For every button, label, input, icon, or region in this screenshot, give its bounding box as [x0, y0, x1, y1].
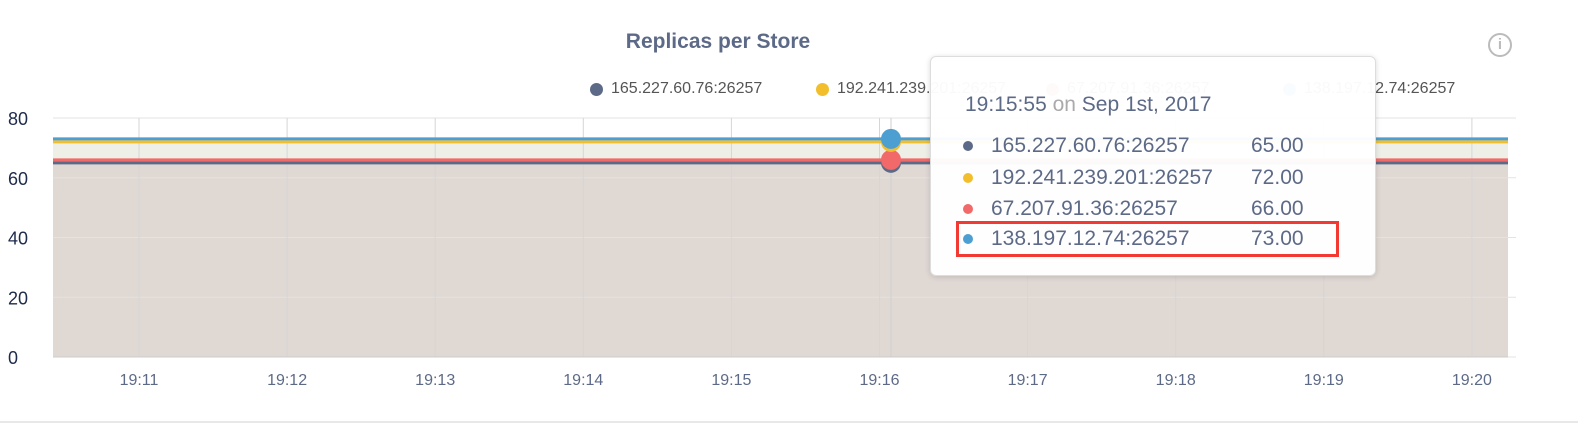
tooltip-row-value: 65.00	[1251, 134, 1304, 157]
tooltip-row-label: 165.227.60.76:26257	[991, 134, 1190, 157]
x-tick-label: 19:13	[415, 372, 455, 389]
tooltip-row-highlighted: 138.197.12.74:26257 73.00	[956, 221, 1339, 257]
tooltip-row-label: 138.197.12.74:26257	[991, 227, 1190, 250]
x-tick-label: 19:19	[1304, 372, 1344, 389]
x-tick-label: 19:16	[859, 372, 899, 389]
x-tick-label: 19:11	[120, 372, 159, 389]
x-tick-label: 19:15	[711, 372, 751, 389]
legend-dot-icon	[590, 82, 603, 96]
tooltip: 19:15:55 on Sep 1st, 2017 165.227.60.76:…	[930, 56, 1376, 276]
tooltip-time: 19:15:55	[965, 93, 1047, 116]
y-tick-label: 60	[8, 169, 28, 189]
tooltip-row-value: 73.00	[1251, 227, 1304, 250]
legend-label: 165.227.60.76:26257	[611, 80, 763, 97]
legend-item[interactable]: 165.227.60.76:26257	[590, 80, 762, 98]
hover-point	[881, 128, 901, 149]
tooltip-date: Sep 1st, 2017	[1081, 93, 1212, 116]
x-tick-label: 19:20	[1452, 372, 1492, 389]
series-dot-icon	[963, 141, 973, 151]
y-tick-label: 20	[8, 288, 28, 308]
x-tick-label: 19:17	[1008, 372, 1048, 389]
info-icon[interactable]: i	[1488, 33, 1512, 57]
divider	[0, 421, 1578, 423]
tooltip-row: 192.241.239.201:26257 72.00	[963, 163, 1304, 193]
x-tick-label: 19:14	[563, 372, 603, 389]
tooltip-row: 165.227.60.76:26257 65.00	[963, 131, 1304, 161]
tooltip-row-label: 192.241.239.201:26257	[991, 166, 1213, 189]
tooltip-row-value: 66.00	[1251, 197, 1304, 220]
y-tick-label: 80	[8, 109, 28, 129]
legend-dot-icon	[816, 82, 829, 96]
tooltip-row: 67.207.91.36:26257 66.00	[963, 194, 1304, 224]
hover-point	[881, 149, 901, 170]
y-tick-label: 0	[8, 348, 18, 368]
tooltip-header: 19:15:55 on Sep 1st, 2017	[965, 93, 1211, 117]
series-dot-icon	[963, 204, 973, 214]
series-dot-icon	[963, 173, 973, 183]
x-tick-label: 19:18	[1156, 372, 1196, 389]
x-tick-label: 19:12	[267, 372, 307, 389]
series-dot-icon	[963, 234, 973, 244]
tooltip-row-value: 72.00	[1251, 166, 1304, 189]
tooltip-on: on	[1052, 93, 1076, 116]
chart-title: Replicas per Store	[625, 30, 811, 53]
tooltip-row-label: 67.207.91.36:26257	[991, 197, 1178, 220]
y-tick-label: 40	[8, 229, 28, 249]
